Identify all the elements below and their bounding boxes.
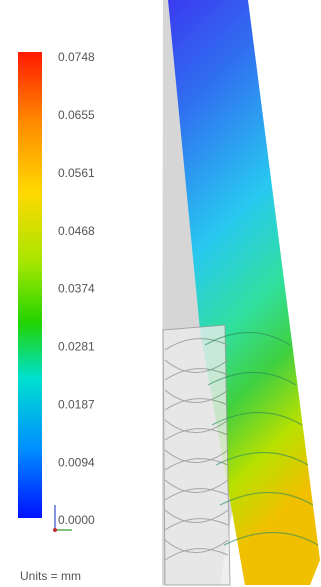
legend-tick-label: 0.0187 [58, 397, 95, 411]
legend-tick-label: 0.0374 [58, 282, 95, 296]
legend-tick-label: 0.0561 [58, 166, 95, 180]
legend-tick-label: 0.0748 [58, 50, 95, 64]
legend-tick-label: 0.0281 [58, 340, 95, 354]
model-view [162, 0, 320, 585]
color-bar [18, 52, 42, 518]
legend-tick-label: 0.0094 [58, 455, 95, 469]
screenshot: 0.0748 0.0655 0.0561 0.0468 0.0374 0.0281 0.01… [0, 0, 321, 587]
legend-tick-label: 0.0655 [58, 108, 95, 122]
units-label: Units = mm [20, 569, 81, 583]
legend-tick-label: 0.0468 [58, 224, 95, 238]
legend-tick-label: 0.0000 [58, 513, 95, 527]
